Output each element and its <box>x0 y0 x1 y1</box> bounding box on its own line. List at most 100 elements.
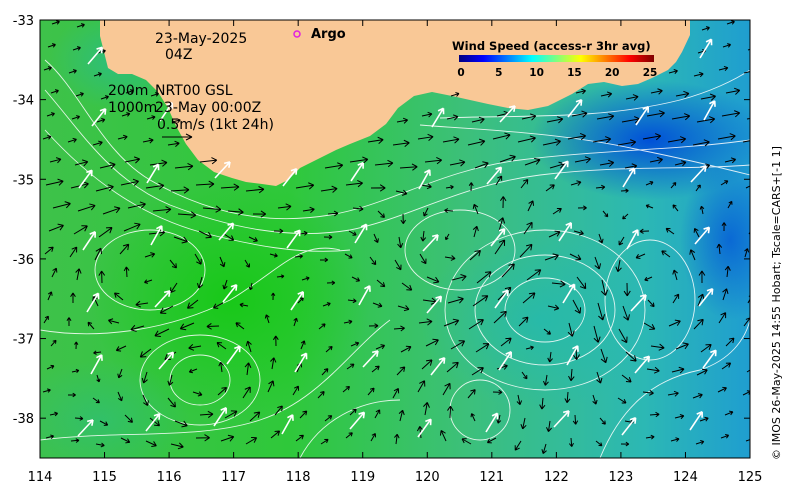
wind-arrow <box>222 283 238 303</box>
current-arrow <box>224 410 238 419</box>
current-arrow <box>270 357 277 370</box>
current-arrow <box>398 409 405 422</box>
wind-arrow <box>226 345 241 365</box>
wind-arrow <box>82 230 97 251</box>
current-arrow <box>571 110 588 118</box>
current-arrow <box>75 92 84 97</box>
current-arrow <box>417 133 434 142</box>
current-arrow <box>142 137 154 144</box>
current-arrow <box>521 113 537 121</box>
current-arrow <box>675 342 689 350</box>
current-arrow <box>499 154 516 163</box>
wind-arrow <box>626 229 639 250</box>
current-arrow <box>93 72 102 77</box>
current-arrow <box>217 386 228 396</box>
x-tick-label: 117 <box>221 470 246 485</box>
current-arrow <box>70 292 76 304</box>
current-arrow <box>617 139 637 147</box>
current-arrow <box>650 343 665 351</box>
current-arrow <box>72 46 81 51</box>
current-arrow <box>368 323 379 329</box>
eddy-contour <box>404 209 516 291</box>
current-arrow <box>317 391 325 399</box>
current-arrow <box>320 438 329 445</box>
current-arrow <box>451 273 467 282</box>
wind-arrow <box>145 412 161 432</box>
current-arrow <box>696 116 716 124</box>
current-arrow <box>295 182 315 190</box>
current-arrow <box>495 175 503 186</box>
current-arrow <box>45 434 55 439</box>
current-arrow <box>95 184 114 192</box>
current-arrow <box>646 110 665 118</box>
wind-arrow <box>154 290 171 308</box>
current-arrow <box>400 345 412 353</box>
y-tick-label: -34 <box>13 94 34 109</box>
streamline <box>439 69 750 119</box>
current-arrow <box>351 276 361 282</box>
current-arrow <box>219 256 226 268</box>
current-arrow <box>498 217 506 232</box>
current-arrow <box>442 136 460 144</box>
current-arrow <box>170 186 190 194</box>
current-arrow <box>546 420 552 433</box>
current-arrow <box>471 367 484 376</box>
x-tick-label: 116 <box>157 470 182 485</box>
current-arrow <box>720 433 730 439</box>
current-arrow <box>450 340 466 350</box>
current-arrow <box>575 88 586 95</box>
current-arrow <box>720 180 729 186</box>
current-arrow <box>174 420 188 428</box>
current-arrow <box>144 252 156 258</box>
current-arrow <box>123 222 141 232</box>
current-arrow <box>618 236 625 246</box>
current-arrow <box>98 227 113 238</box>
current-arrow <box>635 253 646 260</box>
current-arrow <box>521 371 528 380</box>
current-arrow <box>43 315 49 324</box>
current-arrow <box>645 434 655 440</box>
current-arrow <box>49 157 62 164</box>
current-arrow <box>721 362 732 370</box>
current-arrow <box>646 366 660 374</box>
current-arrow <box>46 112 55 117</box>
current-arrow <box>447 296 464 304</box>
x-tick-label: 118 <box>286 470 311 485</box>
current-arrow <box>523 221 533 235</box>
current-arrow <box>718 65 729 72</box>
current-arrow <box>672 204 679 212</box>
current-arrow <box>752 24 760 28</box>
current-arrow <box>218 361 224 373</box>
current-arrow <box>672 269 678 281</box>
current-arrow <box>524 157 541 166</box>
argo-label: Argo <box>311 27 346 42</box>
current-arrow <box>141 371 148 384</box>
current-arrow <box>514 440 522 451</box>
current-arrow <box>401 282 413 291</box>
current-arrow <box>154 328 170 338</box>
x-tick-label: 122 <box>544 470 569 485</box>
current-arrow <box>206 323 220 330</box>
current-arrow <box>294 254 303 259</box>
current-arrow <box>124 414 133 423</box>
wind-arrow <box>553 410 570 428</box>
current-arrow <box>302 206 315 214</box>
copyright-strip: © IMOS 26-May-2025 14:55 Hobart; Tscale=… <box>770 146 783 460</box>
current-arrow <box>541 443 547 454</box>
current-arrow <box>496 414 502 424</box>
current-arrow <box>623 282 631 297</box>
current-arrow <box>272 335 279 347</box>
current-arrow <box>324 415 333 422</box>
current-arrow <box>227 208 244 216</box>
current-arrow <box>546 116 564 124</box>
wind-arrow <box>702 349 717 369</box>
current-arrow <box>321 368 329 376</box>
current-arrow <box>43 66 52 71</box>
current-arrow <box>600 91 613 98</box>
depth-label: 200m <box>108 83 148 99</box>
current-arrow <box>468 319 484 330</box>
wind-arrow <box>218 222 235 241</box>
current-arrow <box>518 316 529 327</box>
current-arrow <box>595 440 603 447</box>
current-arrow <box>472 295 489 307</box>
